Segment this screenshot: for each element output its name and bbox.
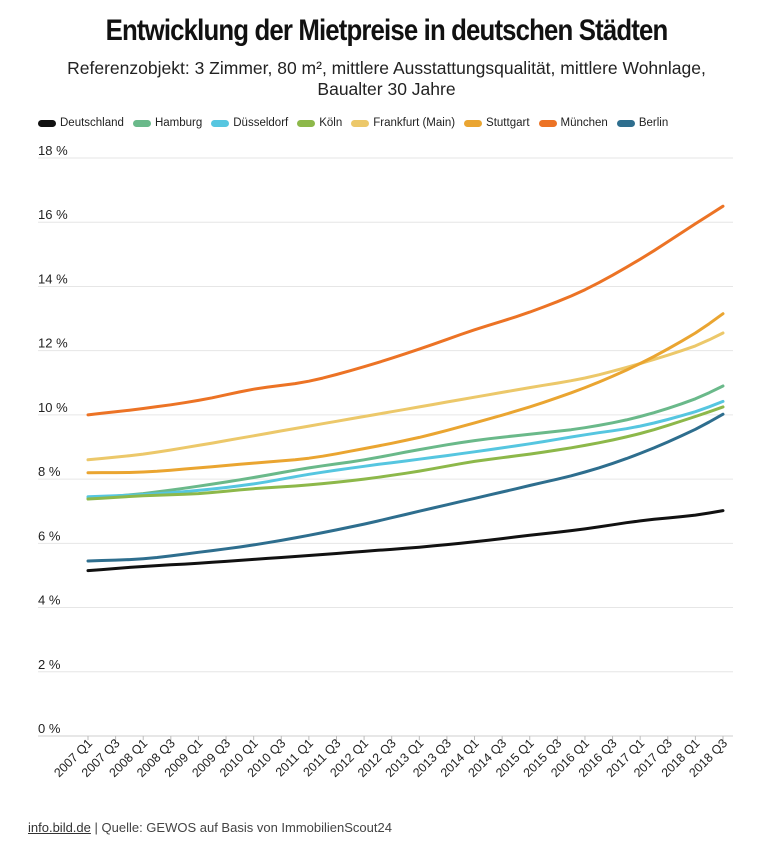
series-line-frankfurt-main[interactable] xyxy=(86,331,725,462)
y-tick-label: 4 % xyxy=(38,593,61,608)
series-line-stuttgart[interactable] xyxy=(86,312,725,475)
legend-label: Deutschland xyxy=(60,117,124,129)
subtitle-line-2: Baualter 30 Jahre xyxy=(317,79,456,99)
legend-swatch xyxy=(351,119,370,127)
y-tick-label: 6 % xyxy=(38,528,61,543)
legend-item-münchen[interactable]: München xyxy=(538,117,608,129)
y-axis-labels: 0 % 2 % 4 % 6 % 8 % 10 % 12 % 14 % 16 % 18 % xyxy=(38,143,68,736)
y-tick-label: 2 % xyxy=(38,657,61,672)
legend-swatch xyxy=(297,119,316,127)
series-line-köln[interactable] xyxy=(86,405,725,501)
y-tick-label: 10 % xyxy=(38,400,68,415)
legend-label: Köln xyxy=(319,117,343,129)
chart-title: Entwicklung der Mietpreise in deutschen … xyxy=(105,14,669,47)
series-line-münchen[interactable] xyxy=(86,204,725,417)
series-line-berlin[interactable] xyxy=(86,412,725,563)
legend-item-stuttgart[interactable]: Stuttgart xyxy=(464,117,530,129)
line-chart: 0 % 2 % 4 % 6 % 8 % 10 % 12 % 14 % 16 % 18 % 2007 … xyxy=(38,143,733,780)
source-text: Quelle: GEWOS auf Basis von ImmobilienSc… xyxy=(101,820,392,835)
legend-item-hamburg[interactable]: Hamburg xyxy=(132,117,203,129)
y-tick-label: 14 % xyxy=(38,271,68,286)
chart-legend: Deutschland Hamburg Düsseldorf Köln Frankfur… xyxy=(38,117,677,129)
series-lines xyxy=(86,204,725,573)
legend-label: München xyxy=(560,117,608,129)
legend-swatch xyxy=(464,119,483,127)
chart-subtitle: Referenzobjekt: 3 Zimmer, 80 m², mittler… xyxy=(0,58,773,100)
y-tick-label: 12 % xyxy=(38,336,68,351)
legend-label: Frankfurt (Main) xyxy=(373,117,456,129)
series-line-hamburg[interactable] xyxy=(86,384,725,500)
source-site-link[interactable]: info.bild.de xyxy=(28,820,91,835)
legend-label: Hamburg xyxy=(154,117,203,129)
legend-label: Düsseldorf xyxy=(233,117,289,129)
legend-label: Berlin xyxy=(638,117,669,129)
y-tick-label: 0 % xyxy=(38,721,61,736)
legend-item-düsseldorf[interactable]: Düsseldorf xyxy=(211,117,288,129)
gridlines xyxy=(38,157,733,737)
legend-item-köln[interactable]: Köln xyxy=(297,117,342,129)
subtitle-line-1: Referenzobjekt: 3 Zimmer, 80 m², mittler… xyxy=(67,58,706,78)
legend-swatch xyxy=(538,119,557,127)
legend-swatch xyxy=(132,119,151,127)
legend-label: Stuttgart xyxy=(486,117,530,129)
footer-separator: | xyxy=(90,820,102,835)
footer: info.bild.de | Quelle: GEWOS auf Basis v… xyxy=(28,820,392,835)
legend-item-deutschland[interactable]: Deutschland xyxy=(38,117,124,129)
legend-swatch xyxy=(38,119,56,127)
legend-swatch xyxy=(616,119,635,127)
y-tick-label: 18 % xyxy=(38,143,68,158)
y-tick-label: 16 % xyxy=(38,207,68,222)
legend-swatch xyxy=(211,119,230,127)
y-tick-label: 8 % xyxy=(38,464,61,479)
legend-item-frankfurt-main[interactable]: Frankfurt (Main) xyxy=(351,117,455,129)
legend-item-berlin[interactable]: Berlin xyxy=(616,117,669,129)
series-line-düsseldorf[interactable] xyxy=(86,399,725,499)
series-line-deutschland[interactable] xyxy=(86,509,725,573)
